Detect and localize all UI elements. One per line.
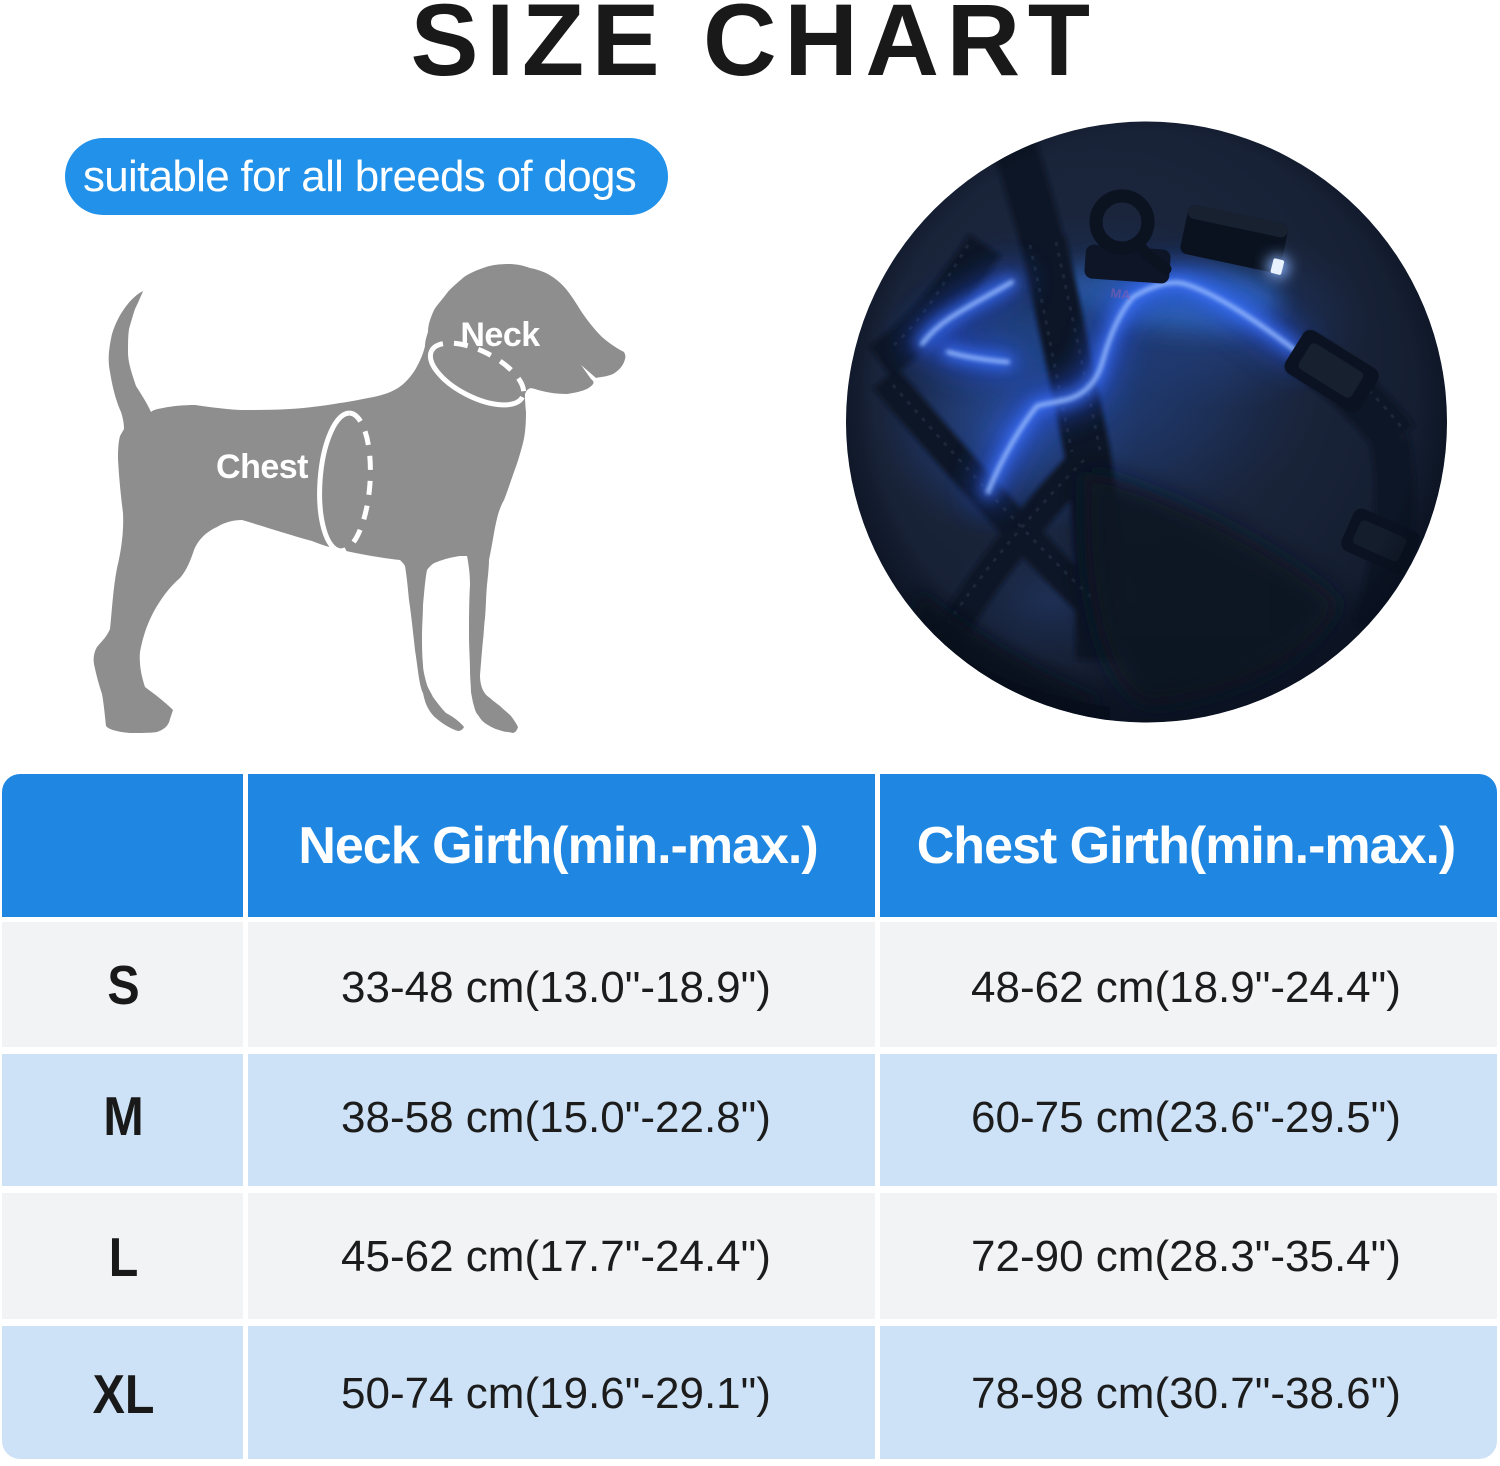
svg-text:Neck: Neck (460, 316, 540, 354)
svg-text:Chest: Chest (216, 448, 308, 486)
